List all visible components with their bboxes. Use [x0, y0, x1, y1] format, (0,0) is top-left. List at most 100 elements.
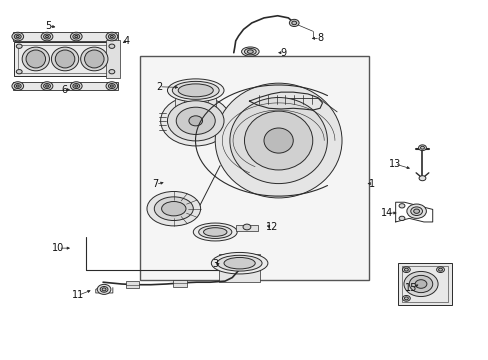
Bar	[14, 42, 119, 76]
Bar	[401, 266, 447, 302]
Circle shape	[16, 85, 19, 87]
Ellipse shape	[154, 197, 193, 221]
Ellipse shape	[51, 47, 79, 71]
Ellipse shape	[160, 96, 230, 146]
Ellipse shape	[55, 50, 75, 68]
Circle shape	[43, 34, 50, 39]
Circle shape	[398, 216, 404, 221]
Bar	[173, 280, 186, 287]
Ellipse shape	[264, 128, 293, 153]
Text: 2: 2	[156, 82, 162, 92]
Circle shape	[438, 268, 442, 271]
Text: 8: 8	[316, 33, 323, 43]
Text: 3: 3	[212, 259, 218, 269]
Bar	[140, 56, 368, 280]
Circle shape	[73, 34, 80, 39]
Ellipse shape	[193, 223, 237, 241]
Circle shape	[414, 280, 426, 288]
Text: 4: 4	[123, 36, 129, 46]
Ellipse shape	[217, 255, 262, 271]
Circle shape	[16, 69, 22, 74]
Circle shape	[436, 267, 444, 273]
Bar	[175, 90, 216, 121]
Text: 12: 12	[265, 222, 277, 232]
Text: 1: 1	[368, 179, 375, 189]
Bar	[13, 32, 118, 41]
Circle shape	[12, 32, 23, 41]
Ellipse shape	[167, 79, 224, 102]
Circle shape	[14, 84, 21, 89]
Ellipse shape	[203, 228, 226, 236]
Ellipse shape	[147, 192, 200, 226]
Circle shape	[109, 69, 115, 74]
Circle shape	[41, 32, 53, 41]
Circle shape	[102, 288, 106, 291]
Circle shape	[408, 275, 432, 293]
Text: 11: 11	[71, 291, 83, 301]
Circle shape	[110, 85, 113, 87]
Circle shape	[402, 267, 409, 273]
Circle shape	[289, 19, 299, 27]
Circle shape	[16, 44, 22, 48]
Circle shape	[398, 204, 404, 208]
Circle shape	[410, 207, 422, 216]
Ellipse shape	[188, 116, 202, 126]
Circle shape	[97, 284, 111, 294]
Ellipse shape	[247, 50, 253, 53]
Text: 15: 15	[404, 283, 417, 293]
Circle shape	[402, 296, 409, 301]
Bar	[236, 225, 257, 231]
Ellipse shape	[244, 111, 312, 170]
Ellipse shape	[178, 84, 213, 97]
Circle shape	[110, 36, 113, 38]
Circle shape	[403, 271, 437, 297]
Ellipse shape	[244, 48, 256, 55]
Circle shape	[413, 209, 419, 213]
Text: 10: 10	[52, 243, 64, 253]
Text: 13: 13	[388, 159, 400, 169]
Circle shape	[73, 84, 80, 89]
Bar	[105, 40, 120, 78]
Bar	[13, 82, 118, 90]
Bar	[219, 253, 260, 282]
Circle shape	[108, 34, 115, 39]
Circle shape	[418, 145, 426, 150]
Circle shape	[75, 85, 78, 87]
Circle shape	[41, 82, 53, 90]
Text: 9: 9	[280, 48, 286, 58]
Ellipse shape	[198, 226, 231, 238]
Ellipse shape	[84, 50, 104, 68]
Text: 14: 14	[380, 208, 392, 218]
Bar	[397, 264, 451, 305]
Ellipse shape	[224, 257, 255, 269]
Circle shape	[70, 82, 82, 90]
Ellipse shape	[22, 47, 49, 71]
Circle shape	[108, 84, 115, 89]
Circle shape	[420, 146, 424, 149]
Circle shape	[404, 297, 407, 300]
Ellipse shape	[229, 98, 327, 184]
Circle shape	[16, 36, 19, 38]
Circle shape	[404, 268, 407, 271]
Text: 7: 7	[152, 179, 159, 189]
Circle shape	[106, 82, 118, 90]
Circle shape	[243, 224, 250, 230]
Circle shape	[45, 36, 48, 38]
Ellipse shape	[215, 83, 341, 198]
Circle shape	[406, 204, 426, 219]
Circle shape	[75, 36, 78, 38]
Ellipse shape	[81, 47, 108, 71]
Circle shape	[291, 21, 296, 25]
Circle shape	[100, 287, 108, 292]
Ellipse shape	[176, 107, 215, 134]
Circle shape	[14, 34, 21, 39]
Ellipse shape	[172, 81, 219, 99]
Bar	[125, 281, 139, 288]
Text: 6: 6	[61, 85, 67, 95]
Circle shape	[12, 82, 23, 90]
Ellipse shape	[211, 252, 267, 274]
Text: 5: 5	[45, 21, 52, 31]
Circle shape	[418, 176, 425, 181]
Circle shape	[43, 84, 50, 89]
Ellipse shape	[161, 202, 185, 216]
